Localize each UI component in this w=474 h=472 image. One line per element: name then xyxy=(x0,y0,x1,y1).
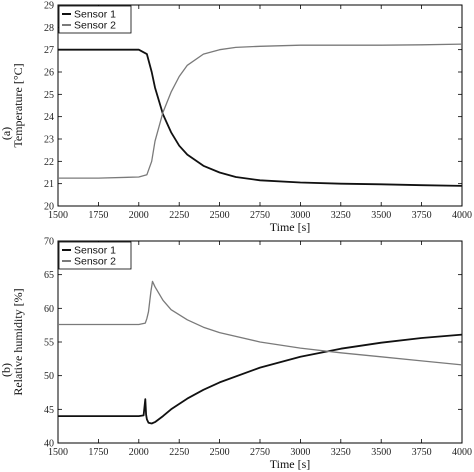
x-tick-label: 2750 xyxy=(250,447,270,458)
y-tick-label: 65 xyxy=(44,270,54,281)
x-tick-label: 1500 xyxy=(48,447,68,458)
x-tick-label: 3750 xyxy=(412,210,432,221)
x-tick-label: 1500 xyxy=(48,210,68,221)
y-axis-label: Temperature [°C] xyxy=(11,63,25,147)
y-tick-label: 26 xyxy=(44,68,54,79)
legend-box xyxy=(58,241,132,270)
series-line-sensor-1 xyxy=(58,333,463,425)
panel-label-a: (a) xyxy=(0,127,13,140)
x-tick-label: 3500 xyxy=(371,210,391,221)
x-tick-label: 3750 xyxy=(412,447,432,458)
y-tick-label: 27 xyxy=(44,45,54,56)
series-line-sensor-1 xyxy=(58,48,463,187)
y-axis-label: Relative humidity [%] xyxy=(11,288,25,395)
x-tick-label: 3250 xyxy=(331,447,351,458)
x-tick-label: 4000 xyxy=(452,447,472,458)
plot-frame-a xyxy=(57,4,463,207)
x-tick-label: 2000 xyxy=(129,210,149,221)
y-tick-label: 45 xyxy=(44,405,54,416)
y-tick-label: 60 xyxy=(44,304,54,315)
x-tick-label: 4000 xyxy=(452,210,472,221)
y-tick-label: 70 xyxy=(44,237,54,248)
legend-label-sensor-1: Sensor 1 xyxy=(74,245,116,257)
x-tick-label: 2750 xyxy=(250,210,270,221)
y-tick-label: 28 xyxy=(44,23,54,34)
y-tick-label: 55 xyxy=(44,338,54,349)
y-tick-label: 22 xyxy=(44,157,54,168)
y-tick-label: 24 xyxy=(44,112,54,123)
x-tick-label: 3000 xyxy=(290,210,310,221)
legend-label-sensor-2: Sensor 2 xyxy=(74,256,116,268)
panel-label-b: (b) xyxy=(0,363,13,377)
x-tick-label: 2500 xyxy=(210,210,230,221)
x-tick-label: 1750 xyxy=(88,447,108,458)
legend-label-sensor-2: Sensor 2 xyxy=(74,20,116,32)
series-line-sensor-2 xyxy=(58,43,463,179)
y-tick-label: 29 xyxy=(44,1,54,12)
x-tick-label: 3250 xyxy=(331,210,351,221)
x-tick-label: 3500 xyxy=(371,447,391,458)
x-axis-label: Time [s] xyxy=(270,220,311,234)
x-tick-label: 3000 xyxy=(290,447,310,458)
x-tick-label: 2250 xyxy=(169,210,189,221)
y-tick-label: 23 xyxy=(44,135,54,146)
x-tick-label: 2500 xyxy=(210,447,230,458)
x-tick-label: 2250 xyxy=(169,447,189,458)
x-tick-label: 2000 xyxy=(129,447,149,458)
y-tick-label: 50 xyxy=(44,371,54,382)
y-tick-label: 21 xyxy=(44,179,54,190)
x-tick-label: 1750 xyxy=(88,210,108,221)
x-axis-label: Time [s] xyxy=(270,457,311,471)
legend-box xyxy=(58,5,132,34)
series-line-sensor-2 xyxy=(58,280,463,366)
y-tick-label: 20 xyxy=(44,202,54,213)
y-tick-label: 40 xyxy=(44,439,54,450)
legend-label-sensor-1: Sensor 1 xyxy=(74,9,116,21)
y-tick-label: 25 xyxy=(44,90,54,101)
